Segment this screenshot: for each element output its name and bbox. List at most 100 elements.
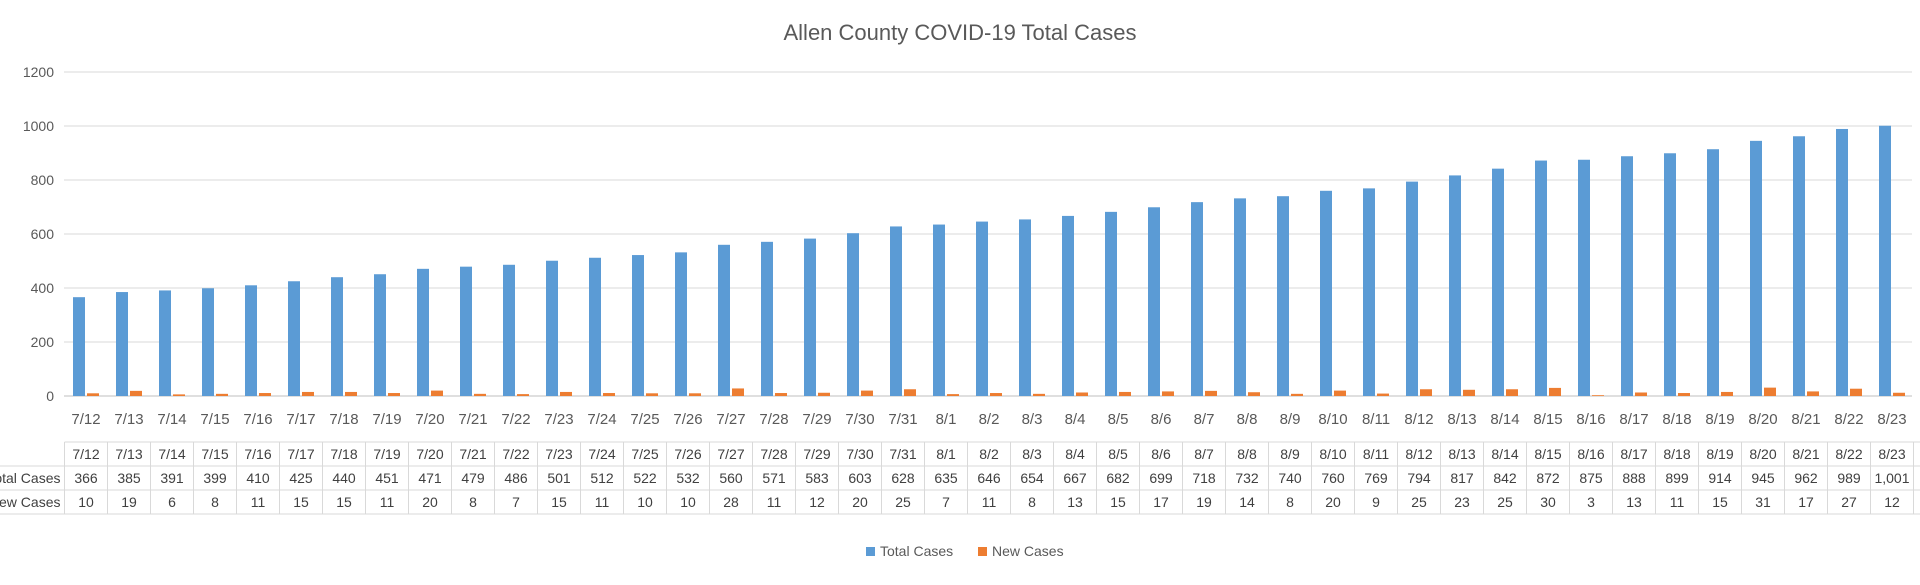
- table-cell-total-cases: 560: [719, 470, 743, 486]
- table-cell-new-cases: 15: [336, 494, 352, 510]
- table-header-cell: 8/12: [1405, 446, 1432, 462]
- table-cell-total-cases: 732: [1235, 470, 1259, 486]
- bar-new-cases: [388, 393, 400, 396]
- x-tick-label: 7/13: [114, 411, 143, 428]
- x-tick-label: 7/31: [888, 411, 917, 428]
- table-cell-total-cases: 740: [1278, 470, 1302, 486]
- table-row-label-total-cases: Total Cases: [0, 470, 61, 486]
- bar-new-cases: [1119, 391, 1131, 396]
- bar-total-cases: [1320, 190, 1332, 396]
- table-cell-new-cases: 15: [293, 494, 309, 510]
- x-tick-label: 7/20: [415, 411, 444, 428]
- bar-new-cases: [1162, 391, 1174, 396]
- bar-total-cases: [1449, 175, 1461, 396]
- table-cell-total-cases: 628: [891, 470, 915, 486]
- table-cell-new-cases: 14: [1239, 494, 1255, 510]
- x-tick-label: 8/2: [979, 411, 1000, 428]
- x-tick-label: 7/26: [673, 411, 702, 428]
- table-header-cell: 8/23: [1878, 446, 1905, 462]
- bar-new-cases: [259, 393, 271, 396]
- table-cell-total-cases: 391: [160, 470, 184, 486]
- bar-new-cases: [560, 391, 572, 396]
- table-cell-total-cases: 603: [848, 470, 872, 486]
- bar-total-cases: [589, 257, 601, 396]
- bar-new-cases: [1592, 395, 1604, 396]
- table-header-cell: 7/21: [459, 446, 486, 462]
- bar-total-cases: [374, 274, 386, 396]
- table-cell-total-cases: 501: [547, 470, 571, 486]
- table-cell-total-cases: 486: [504, 470, 528, 486]
- table-cell-new-cases: 8: [469, 494, 477, 510]
- table-cell-new-cases: 11: [595, 494, 610, 510]
- bar-new-cases: [646, 393, 658, 396]
- bar-total-cases: [460, 266, 472, 396]
- x-axis-ticks: 7/12 7/13 7/14 7/15 7/16 7/17 7/18 7/19 7/20 7/21…: [71, 411, 1906, 428]
- x-tick-label: 7/29: [802, 411, 831, 428]
- bar-new-cases: [775, 393, 787, 396]
- bar-new-cases: [1721, 391, 1733, 396]
- x-tick-label: 8/13: [1447, 411, 1476, 428]
- bar-new-cases: [1420, 389, 1432, 396]
- bar-total-cases: [1148, 207, 1160, 396]
- x-tick-label: 8/14: [1490, 411, 1519, 428]
- legend-new-cases-swatch: [978, 547, 987, 556]
- table-cell-new-cases: 12: [1884, 494, 1900, 510]
- x-tick-label: 8/4: [1065, 411, 1086, 428]
- table-cell-new-cases: 10: [680, 494, 696, 510]
- table-header-cell: 7/27: [717, 446, 744, 462]
- table-cell-total-cases: 532: [676, 470, 700, 486]
- table-header-cell: 7/13: [115, 446, 142, 462]
- table-header-cell: 7/17: [287, 446, 314, 462]
- table-header-cell: 8/6: [1151, 446, 1171, 462]
- bar-new-cases: [1635, 392, 1647, 396]
- bar-total-cases: [1277, 196, 1289, 396]
- bar-total-cases: [73, 297, 85, 396]
- bar-total-cases: [761, 241, 773, 396]
- table-cell-total-cases: 888: [1622, 470, 1646, 486]
- table-cell-new-cases: 3: [1587, 494, 1595, 510]
- table-header-cell: 7/26: [674, 446, 701, 462]
- table-cell-new-cases: 9: [1372, 494, 1380, 510]
- x-tick-label: 8/23: [1877, 411, 1906, 428]
- x-tick-label: 7/21: [458, 411, 487, 428]
- bar-new-cases: [818, 392, 830, 396]
- table-cell-new-cases: 30: [1540, 494, 1556, 510]
- bar-total-cases: [1879, 125, 1891, 396]
- table-cell-total-cases: 1,001: [1874, 470, 1909, 486]
- table-cell-new-cases: 25: [1497, 494, 1513, 510]
- table-cell-total-cases: 366: [74, 470, 98, 486]
- table-cell-total-cases: 399: [203, 470, 227, 486]
- table-cell-total-cases: 385: [117, 470, 141, 486]
- table-header-cell: 7/14: [158, 446, 185, 462]
- table-cell-new-cases: 7: [942, 494, 950, 510]
- table-cell-new-cases: 10: [637, 494, 653, 510]
- x-tick-label: 8/9: [1280, 411, 1301, 428]
- table-cell-total-cases: 899: [1665, 470, 1689, 486]
- x-tick-label: 8/16: [1576, 411, 1605, 428]
- bar-total-cases: [503, 264, 515, 396]
- bar-new-cases: [474, 393, 486, 396]
- bar-new-cases: [1463, 389, 1475, 396]
- bar-total-cases: [1191, 202, 1203, 396]
- table-cell-new-cases: 20: [1325, 494, 1341, 510]
- x-tick-label: 7/28: [759, 411, 788, 428]
- bar-new-cases: [1377, 393, 1389, 396]
- bar-new-cases: [130, 390, 142, 396]
- x-tick-label: 7/25: [630, 411, 659, 428]
- bar-total-cases: [718, 244, 730, 396]
- table-header-cell: 7/31: [889, 446, 916, 462]
- bar-total-cases: [245, 285, 257, 396]
- table-header-cell: 7/29: [803, 446, 830, 462]
- table-cell-new-cases: 17: [1798, 494, 1814, 510]
- bar-total-cases: [804, 238, 816, 396]
- bar-total-cases: [1621, 156, 1633, 396]
- data-table: 7/12 7/13 7/14 7/15 7/16 7/17 7/18 7/19 7/20 7/21…: [0, 441, 1920, 515]
- table-header-cell: 8/22: [1835, 446, 1862, 462]
- table-header-cell: 8/14: [1491, 446, 1518, 462]
- table-header-cell: 7/12: [72, 446, 99, 462]
- x-tick-label: 7/22: [501, 411, 530, 428]
- table-cell-total-cases: 667: [1063, 470, 1087, 486]
- bar-total-cases: [632, 255, 644, 396]
- table-header-cell: 7/16: [244, 446, 271, 462]
- x-tick-label: 8/22: [1834, 411, 1863, 428]
